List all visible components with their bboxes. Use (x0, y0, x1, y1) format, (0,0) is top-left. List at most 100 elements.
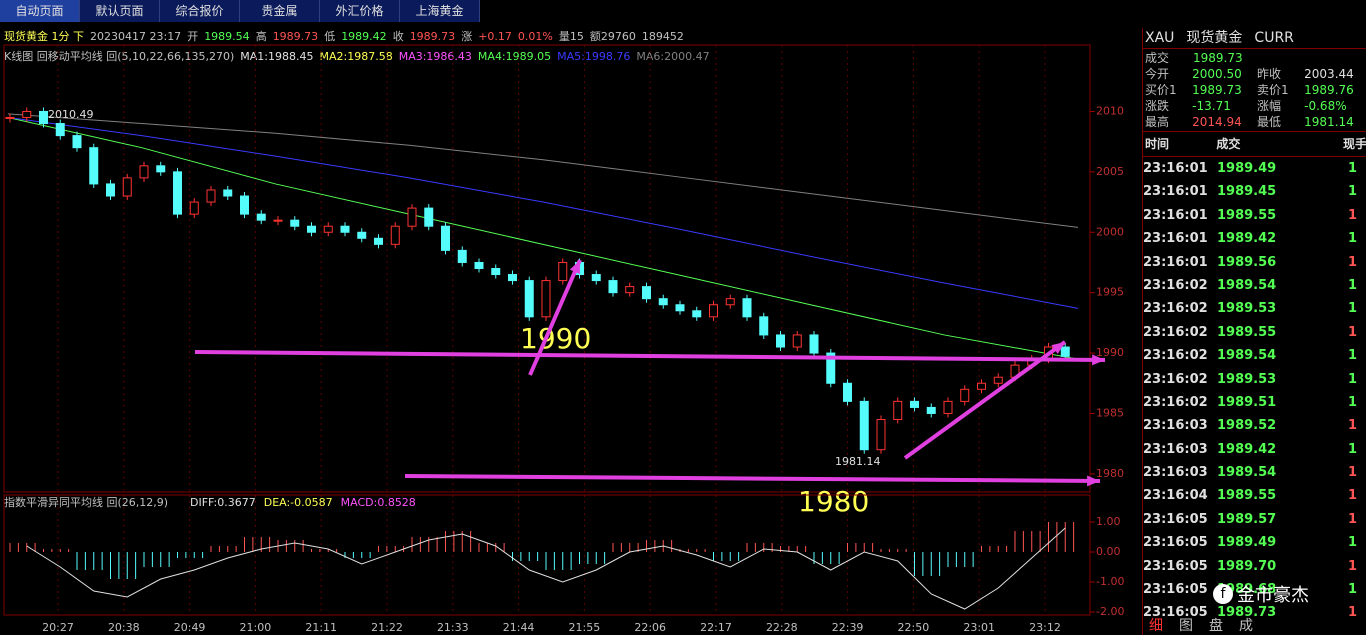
candle (189, 201, 199, 215)
info-text: K线图 回移动平均线 回(5,10,22,66,135,270) (4, 49, 234, 63)
quote-cell: 1981.14 (1304, 115, 1354, 129)
tab[interactable]: 综合报价 (160, 0, 240, 22)
quote-cell: 涨幅 (1257, 99, 1282, 113)
trade-row: 23:16:01 1989.42 1 (1143, 227, 1366, 250)
candle (340, 225, 350, 233)
candle (910, 400, 919, 408)
trade-price: 1989.54 (1217, 348, 1277, 364)
trade-qty: 1 (1347, 231, 1357, 247)
info-text: 20230417 23:17 (90, 30, 181, 43)
candle (206, 189, 216, 203)
info-text: +0.17 (478, 30, 512, 43)
trade-price: 1989.54 (1217, 277, 1277, 293)
quote-cell: -0.68% (1304, 99, 1347, 113)
trade-row: 23:16:01 1989.49 1 (1143, 157, 1366, 180)
quote-cell: 今开 (1145, 67, 1170, 81)
bottom-tab[interactable]: 细 (1149, 618, 1163, 634)
trade-row: 23:16:02 1989.54 1 (1143, 274, 1366, 297)
macd-legend: DEA:-0.0587 (264, 496, 333, 509)
candle (72, 135, 82, 149)
x-tick-label: 20:27 (42, 621, 74, 634)
annotation: 1990 (520, 322, 591, 355)
arrow (194, 350, 1106, 362)
trade-qty: 1 (1347, 371, 1357, 387)
info-text: 开 (187, 30, 198, 43)
y-tick-label: 1.00 (1096, 515, 1121, 528)
candle (474, 261, 484, 269)
trade-price: 1989.49 (1217, 161, 1277, 176)
quote-cell: 涨跌 (1145, 99, 1170, 113)
candle (508, 274, 517, 282)
trade-row: 23:16:02 1989.54 1 (1143, 344, 1366, 367)
info-text: 189452 (642, 30, 684, 43)
ma-line (7, 116, 1079, 309)
trade-time: 23:16:02 (1143, 394, 1208, 410)
quote-cell: -13.71 (1192, 99, 1231, 113)
quote-row: 买价1 1989.73 卖价1 1989.76 (1143, 82, 1366, 98)
y-tick-label: -2.00 (1096, 605, 1124, 618)
bottom-tab[interactable]: 成 (1239, 618, 1253, 634)
candle (1060, 346, 1070, 357)
arrow-head (1051, 342, 1065, 354)
candle (792, 334, 802, 348)
tab[interactable]: 外汇价格 (320, 0, 400, 22)
tab[interactable]: 默认页面 (80, 0, 160, 22)
bottom-tab[interactable]: 盘 (1209, 618, 1223, 634)
info-text: 0.01% (518, 30, 553, 43)
candle (558, 261, 568, 282)
quote-row: 涨跌 -13.71 涨幅 -0.68% (1143, 98, 1366, 114)
x-tick-label: 23:12 (1029, 621, 1061, 634)
x-tick-label: 21:22 (371, 621, 403, 634)
bottom-tab[interactable]: 图 (1179, 618, 1193, 634)
x-tick-label: 22:28 (766, 621, 798, 634)
candle (5, 116, 15, 119)
trade-price: 1989.52 (1217, 418, 1277, 434)
trade-qty: 1 (1347, 535, 1357, 551)
trade-row: 23:16:02 1989.53 1 (1143, 368, 1366, 391)
candle (725, 298, 735, 306)
trade-price: 1989.53 (1217, 371, 1277, 387)
x-tick-label: 23:01 (963, 621, 995, 634)
x-tick-label: 21:11 (305, 621, 337, 634)
trade-time: 23:16:01 (1143, 254, 1208, 270)
y-tick-label: -1.00 (1096, 575, 1124, 588)
tab[interactable]: 贵金属 (240, 0, 320, 22)
quote-cell: 1989.73 (1192, 83, 1242, 97)
candle (290, 219, 300, 227)
trade-row: 23:16:01 1989.56 1 (1143, 251, 1366, 274)
candle (809, 334, 819, 354)
info-text: 现货黄金 1分 下 (4, 29, 84, 43)
info-text: 涨 (461, 30, 472, 43)
watermark: f 金市豪杰 (1213, 581, 1309, 607)
trade-qty: 1 (1347, 207, 1357, 223)
x-tick-label: 20:49 (174, 621, 206, 634)
quote-header-text: XAU (1145, 30, 1175, 46)
trade-time: 23:16:02 (1143, 371, 1208, 387)
trade-time: 23:16:03 (1143, 441, 1208, 457)
trade-time: 23:16:01 (1143, 184, 1208, 200)
tab[interactable]: 上海黄金 (400, 0, 480, 22)
quote-row: 今开 2000.50 昨收 2003.44 (1143, 66, 1366, 82)
trade-time: 23:16:01 (1143, 161, 1208, 176)
candle (374, 237, 383, 245)
quote-cell: 2003.44 (1304, 67, 1354, 81)
x-tick-label: 21:33 (437, 621, 469, 634)
quote-cell: 成交 (1145, 51, 1170, 65)
macd-frame (3, 494, 1091, 616)
candle (943, 400, 953, 414)
tab[interactable]: 自动页面 (0, 0, 80, 22)
candle (977, 382, 986, 390)
candle (256, 213, 266, 221)
trade-qty: 1 (1347, 348, 1357, 364)
trade-price: 1989.51 (1217, 394, 1277, 410)
column-header: 时间 (1145, 137, 1170, 151)
trade-price: 1989.73 (1217, 605, 1277, 621)
info-text: 1989.73 (273, 30, 319, 43)
trade-row: 23:16:02 1989.55 1 (1143, 321, 1366, 344)
info-text: MA3:1986.43 (399, 50, 472, 63)
trade-qty: 1 (1347, 605, 1357, 621)
candle (642, 286, 651, 300)
trade-row: 23:16:03 1989.42 1 (1143, 438, 1366, 461)
trade-row: 23:16:01 1989.55 1 (1143, 204, 1366, 227)
